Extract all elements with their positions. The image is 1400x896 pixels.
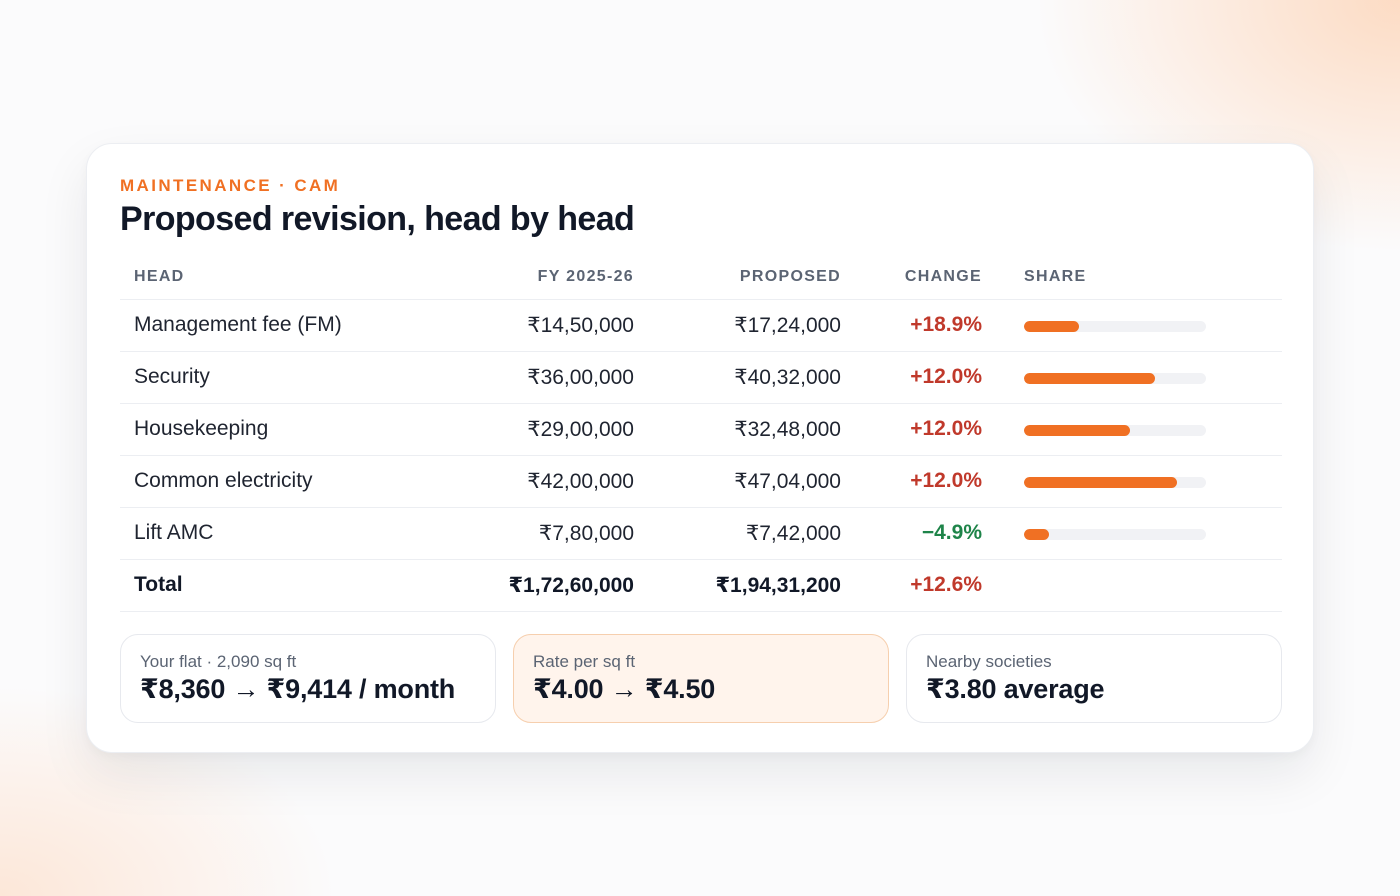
share-bar-track (1024, 320, 1206, 332)
fy-cell: ₹29,00,000 (410, 403, 648, 456)
share-cell (996, 351, 1282, 404)
share-cell (996, 455, 1282, 508)
change-cell: +12.0% (855, 455, 996, 508)
head-cell: Common electricity (120, 455, 410, 508)
column-header-share: SHARE (996, 262, 1282, 300)
page-title: Proposed revision, head by head (120, 200, 635, 238)
total-fy: ₹1,72,60,000 (410, 559, 648, 612)
share-cell (996, 403, 1282, 456)
proposed-cell: ₹40,32,000 (648, 351, 855, 404)
fy-cell: ₹14,50,000 (410, 299, 648, 352)
column-header-change: CHANGE (855, 262, 996, 300)
table-row: Lift AMC ₹7,80,000 ₹7,42,000 −4.9% (120, 507, 1282, 560)
share-bar-fill (1024, 372, 1156, 384)
column-header-fy: FY 2025-26 (410, 262, 648, 300)
total-share-cell (996, 559, 1282, 612)
fy-cell: ₹36,00,000 (410, 351, 648, 404)
proposed-cell: ₹32,48,000 (648, 403, 855, 456)
share-cell (996, 507, 1282, 560)
tile-label: Your flat · 2,090 sq ft (140, 652, 297, 671)
total-row: Total ₹1,72,60,000 ₹1,94,31,200 +12.6% (120, 559, 1282, 612)
nearby-summary-tile: Nearby societies ₹3.80 average (906, 634, 1282, 723)
change-cell: +18.9% (855, 299, 996, 352)
table-row: Housekeeping ₹29,00,000 ₹32,48,000 +12.0… (120, 403, 1282, 456)
share-bar-track (1024, 476, 1206, 488)
proposed-cell: ₹7,42,000 (648, 507, 855, 560)
total-change: +12.6% (855, 559, 996, 612)
maintenance-card: MAINTENANCE · CAM Proposed revision, hea… (86, 143, 1314, 753)
share-bar-fill (1024, 320, 1079, 332)
head-cell: Security (120, 351, 410, 404)
head-cell: Housekeeping (120, 403, 410, 456)
table-row: Common electricity ₹42,00,000 ₹47,04,000… (120, 455, 1282, 508)
share-bar-track (1024, 528, 1206, 540)
section-eyebrow: MAINTENANCE · CAM (120, 176, 341, 195)
share-bar-track (1024, 372, 1206, 384)
proposed-cell: ₹17,24,000 (648, 299, 855, 352)
head-cell: Management fee (FM) (120, 299, 410, 352)
table-row: Security ₹36,00,000 ₹40,32,000 +12.0% (120, 351, 1282, 404)
total-label: Total (120, 559, 410, 612)
revision-table: HEAD FY 2025-26 PROPOSED CHANGE SHARE Ma… (120, 262, 1282, 612)
proposed-cell: ₹47,04,000 (648, 455, 855, 508)
fy-cell: ₹42,00,000 (410, 455, 648, 508)
tile-value: ₹8,360 → ₹9,414 / month (140, 674, 456, 704)
change-cell: −4.9% (855, 507, 996, 560)
table-header-row: HEAD FY 2025-26 PROPOSED CHANGE SHARE (120, 262, 1282, 300)
rate-summary-tile: Rate per sq ft ₹4.00 → ₹4.50 (513, 634, 889, 723)
change-cell: +12.0% (855, 403, 996, 456)
summary-tiles: Your flat · 2,090 sq ft ₹8,360 → ₹9,414 … (120, 634, 1282, 723)
column-header-head: HEAD (120, 262, 410, 300)
tile-label: Rate per sq ft (533, 652, 636, 671)
head-cell: Lift AMC (120, 507, 410, 560)
column-header-proposed: PROPOSED (648, 262, 855, 300)
share-bar-fill (1024, 424, 1130, 436)
share-bar-track (1024, 424, 1206, 436)
share-cell (996, 299, 1282, 352)
share-bar-fill (1024, 528, 1050, 540)
total-proposed: ₹1,94,31,200 (648, 559, 855, 612)
tile-label: Nearby societies (926, 652, 1052, 671)
tile-value: ₹4.00 → ₹4.50 (533, 674, 716, 704)
table-row: Management fee (FM) ₹14,50,000 ₹17,24,00… (120, 299, 1282, 352)
change-cell: +12.0% (855, 351, 996, 404)
flat-summary-tile: Your flat · 2,090 sq ft ₹8,360 → ₹9,414 … (120, 634, 496, 723)
tile-value: ₹3.80 average (926, 674, 1105, 704)
fy-cell: ₹7,80,000 (410, 507, 648, 560)
share-bar-fill (1024, 476, 1177, 488)
